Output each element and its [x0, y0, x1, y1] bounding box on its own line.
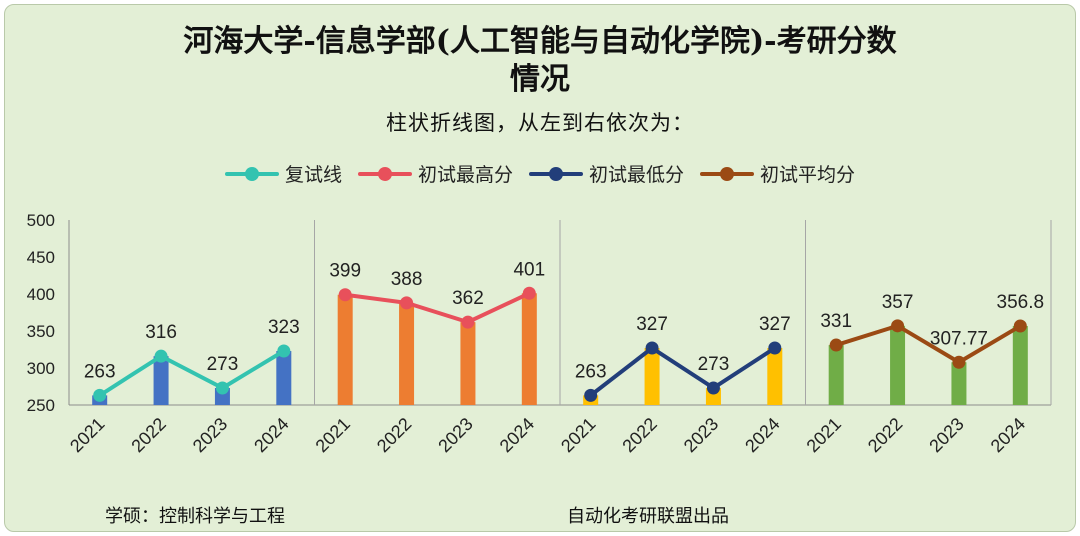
legend-item-max-score: 初试最高分	[357, 160, 513, 187]
data-point	[952, 355, 966, 369]
legend-swatch	[529, 164, 583, 184]
legend-swatch	[224, 164, 279, 184]
data-label: 362	[452, 288, 484, 309]
data-label: 388	[391, 269, 423, 290]
data-label: 263	[575, 361, 607, 382]
data-label: 316	[145, 322, 177, 343]
data-point	[1013, 319, 1027, 333]
footer-major: 学硕：控制科学与工程	[105, 506, 285, 527]
x-tick-label: 2022	[127, 414, 169, 456]
data-point	[338, 288, 352, 302]
x-tick-label: 2024	[496, 414, 538, 456]
x-tick-label: 2023	[680, 414, 722, 456]
x-tick-label: 2022	[618, 414, 660, 456]
data-label: 357	[882, 292, 914, 313]
y-tick-label: 250	[27, 396, 55, 415]
bar	[153, 356, 169, 405]
legend-item-retest-line: 复试线	[224, 160, 342, 187]
data-label: 273	[698, 354, 730, 375]
bar	[276, 350, 292, 405]
y-tick-label: 300	[27, 359, 55, 378]
data-label: 327	[759, 314, 791, 335]
data-point	[215, 381, 229, 395]
legend-item-avg-score: 初试平均分	[700, 160, 855, 187]
data-point	[93, 388, 107, 402]
data-point	[154, 349, 168, 363]
bar	[644, 348, 660, 405]
legend-swatch	[700, 164, 755, 184]
footer-credit: 自动化考研联盟出品	[567, 506, 729, 527]
x-tick-label: 2023	[189, 414, 231, 456]
x-tick-label: 2024	[250, 414, 292, 456]
data-point	[584, 388, 598, 402]
x-tick-label: 2021	[312, 414, 354, 456]
legend-label: 初试最低分	[589, 164, 685, 186]
y-tick-label: 400	[27, 285, 55, 304]
x-tick-label: 2024	[987, 414, 1029, 456]
x-tick-label: 2023	[925, 414, 967, 456]
data-label: 307.77	[930, 328, 988, 349]
plot-area: 250 300 350 400 450 500 263 316 273 323 2021 2022 20…	[27, 211, 1052, 456]
x-tick-label: 2024	[741, 414, 783, 456]
bar	[337, 294, 353, 405]
chart-title: 河海大学-信息学部(人工智能与自动化学院)-考研分数 情况	[5, 23, 1075, 99]
bar	[1012, 325, 1028, 405]
legend-item-min-score: 初试最低分	[529, 160, 684, 187]
y-tick-label: 450	[27, 248, 55, 267]
legend-label: 复试线	[284, 164, 342, 186]
data-point	[400, 296, 414, 310]
chart-frame: 河海大学-信息学部(人工智能与自动化学院)-考研分数 情况 柱状折线图，从左到右…	[4, 4, 1076, 532]
bar	[521, 293, 537, 405]
legend-swatch	[357, 164, 412, 184]
data-label: 323	[268, 317, 300, 338]
chart-title-line-2: 情况	[510, 62, 570, 97]
y-tick-label: 500	[27, 211, 55, 230]
data-point	[829, 338, 843, 352]
data-label: 273	[207, 354, 239, 375]
bar	[460, 322, 476, 405]
data-label: 356.8	[997, 292, 1045, 313]
y-tick-label: 350	[27, 322, 55, 341]
series-line	[343, 291, 532, 325]
x-tick-label: 2022	[864, 414, 906, 456]
data-label: 399	[329, 261, 361, 282]
x-tick-label: 2021	[557, 414, 599, 456]
legend: 复试线 初试最高分 初试最低分 初试平均分	[5, 160, 1075, 187]
x-tick-label: 2021	[66, 414, 108, 456]
data-point	[706, 381, 720, 395]
data-label: 401	[513, 259, 545, 280]
bar	[890, 325, 906, 405]
data-label: 263	[84, 361, 116, 382]
data-point	[891, 319, 905, 333]
legend-label: 初试最高分	[417, 164, 513, 186]
bar	[828, 345, 844, 405]
x-tick-label: 2022	[373, 414, 415, 456]
series-line	[97, 348, 286, 398]
bar	[951, 362, 967, 405]
data-point	[522, 286, 536, 300]
bar	[767, 348, 783, 405]
data-point	[645, 341, 659, 355]
bar	[399, 302, 415, 405]
chart-title-line-1: 河海大学-信息学部(人工智能与自动化学院)-考研分数	[183, 24, 897, 59]
x-tick-label: 2023	[434, 414, 476, 456]
series-line	[834, 323, 1023, 365]
x-tick-label: 2021	[803, 414, 845, 456]
legend-label: 初试平均分	[760, 164, 856, 186]
data-label: 331	[820, 311, 852, 332]
data-point	[277, 344, 291, 358]
data-point	[768, 341, 782, 355]
series-line	[588, 346, 777, 398]
data-point	[461, 315, 475, 329]
data-label: 327	[636, 314, 668, 335]
chart-subtitle: 柱状折线图，从左到右依次为：	[386, 111, 694, 135]
